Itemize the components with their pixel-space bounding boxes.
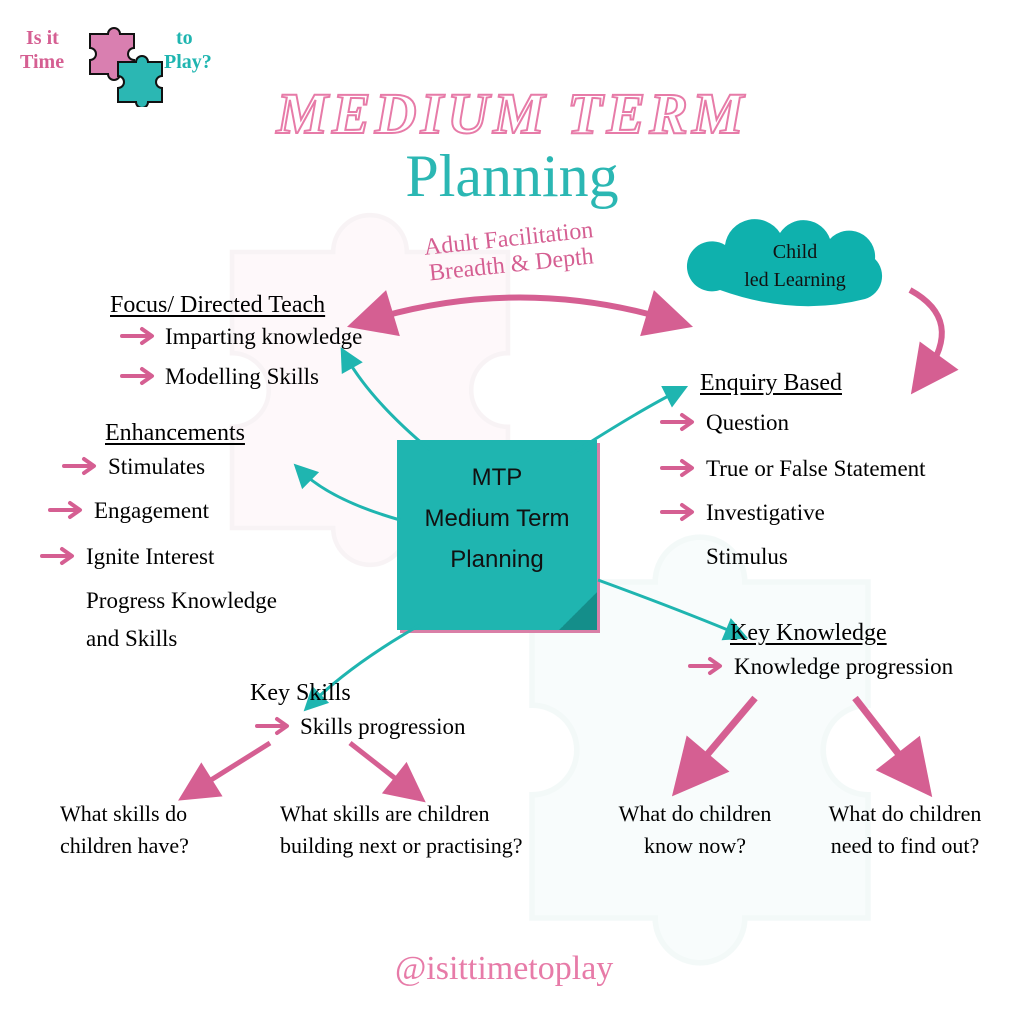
key-skills-heading: Key Skills (250, 680, 351, 707)
logo-to: to (176, 27, 193, 49)
enh-item-3: Progress Knowledge (86, 584, 277, 617)
enhancements-heading: Enhancements (105, 420, 245, 447)
ks-q2: What skills are children building next o… (280, 798, 540, 862)
bullet-icon (48, 500, 84, 520)
kk-sub: Knowledge progression (734, 650, 953, 683)
enquiry-heading: Enquiry Based (700, 370, 842, 397)
focus-item-1: Modelling Skills (165, 360, 319, 393)
key-skills-sub: Skills progression (300, 710, 465, 743)
center-sticky-note: MTP Medium Term Planning (397, 440, 597, 630)
cloud-line1: Child (773, 241, 817, 263)
bullet-icon (688, 656, 724, 676)
logo-isit: Is it (26, 27, 59, 49)
enq-item-0: Question (706, 406, 789, 439)
enh-item-0: Stimulates (108, 450, 205, 483)
sticky-line3: Planning (411, 540, 583, 581)
bullet-icon (62, 456, 98, 476)
bullet-icon (660, 502, 696, 522)
enh-item-1: Engagement (94, 494, 209, 527)
bullet-icon (120, 366, 156, 386)
sticky-line1: MTP (411, 458, 583, 499)
logo-time: Time (20, 51, 64, 73)
sticky-line2: Medium Term (411, 499, 583, 540)
title-block: MEDIUM TERM Planning (0, 80, 1024, 211)
bullet-icon (120, 326, 156, 346)
focus-item-0: Imparting knowledge (165, 320, 362, 353)
cloud-line2: led Learning (744, 269, 846, 291)
title-sub: Planning (0, 142, 1024, 211)
enh-item-4: and Skills (86, 622, 177, 655)
ks-q1: What skills do children have? (60, 798, 260, 862)
kk-q1: What do children know now? (610, 798, 780, 862)
bullet-icon (660, 412, 696, 432)
key-knowledge-heading: Key Knowledge (730, 620, 887, 647)
title-main: MEDIUM TERM (0, 80, 1024, 147)
ks-arrow-1 (170, 735, 280, 805)
focus-heading: Focus/ Directed Teach (110, 292, 325, 319)
enq-item-1: True or False Statement (706, 452, 926, 485)
enh-item-2: Ignite Interest (86, 540, 214, 573)
enq-item-2: Investigative (706, 496, 825, 529)
enq-item-3: Stimulus (706, 540, 788, 573)
bullet-icon (255, 716, 291, 736)
kk-q2: What do children need to find out? (810, 798, 1000, 862)
social-handle: @isittimetoplay (395, 950, 613, 988)
bullet-icon (660, 458, 696, 478)
bullet-icon (40, 546, 76, 566)
logo-play: Play? (164, 51, 212, 73)
cloud-child-led: Child led Learning (680, 210, 910, 330)
